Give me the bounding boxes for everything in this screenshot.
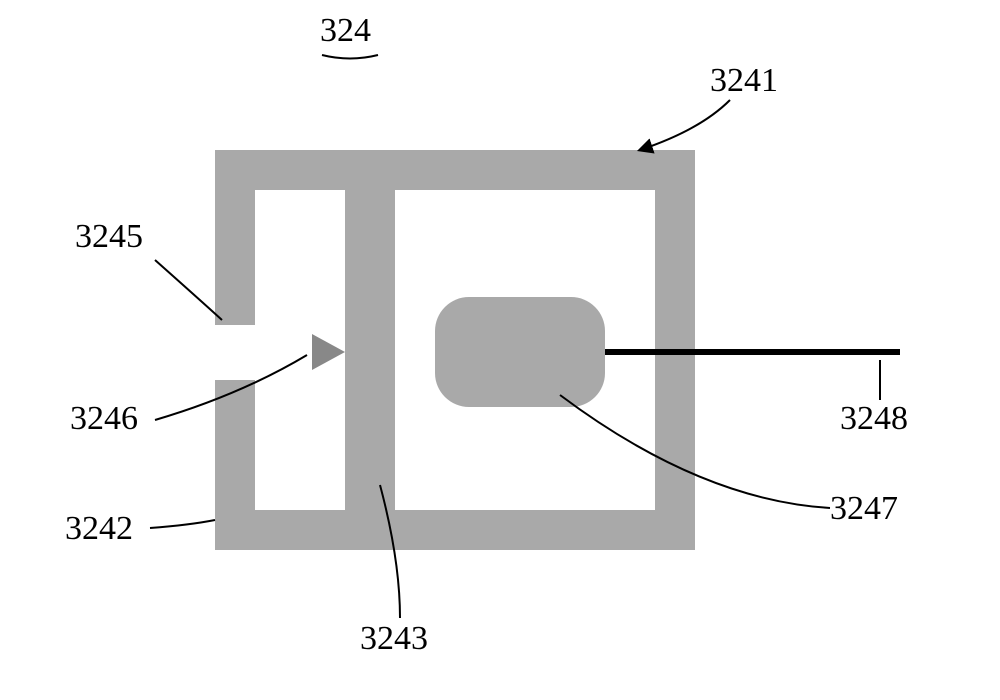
callout-3247: 3247 xyxy=(830,490,898,528)
leader-3241 xyxy=(640,100,730,150)
figure-tag: 324 xyxy=(320,12,371,50)
callout-3243: 3243 xyxy=(360,620,428,658)
callout-3248: 3248 xyxy=(840,400,908,438)
callout-3245: 3245 xyxy=(75,218,143,256)
leader-3242 xyxy=(150,520,215,528)
leader-3245 xyxy=(155,260,222,320)
technical-diagram xyxy=(0,0,1000,700)
nozzle-opening xyxy=(205,325,255,380)
capsule-body xyxy=(435,297,605,407)
callout-3246: 3246 xyxy=(70,400,138,438)
wedge-tip xyxy=(312,334,345,370)
callout-3242: 3242 xyxy=(65,510,133,548)
figure-tag-underline xyxy=(322,55,378,59)
callout-3241: 3241 xyxy=(710,62,778,100)
